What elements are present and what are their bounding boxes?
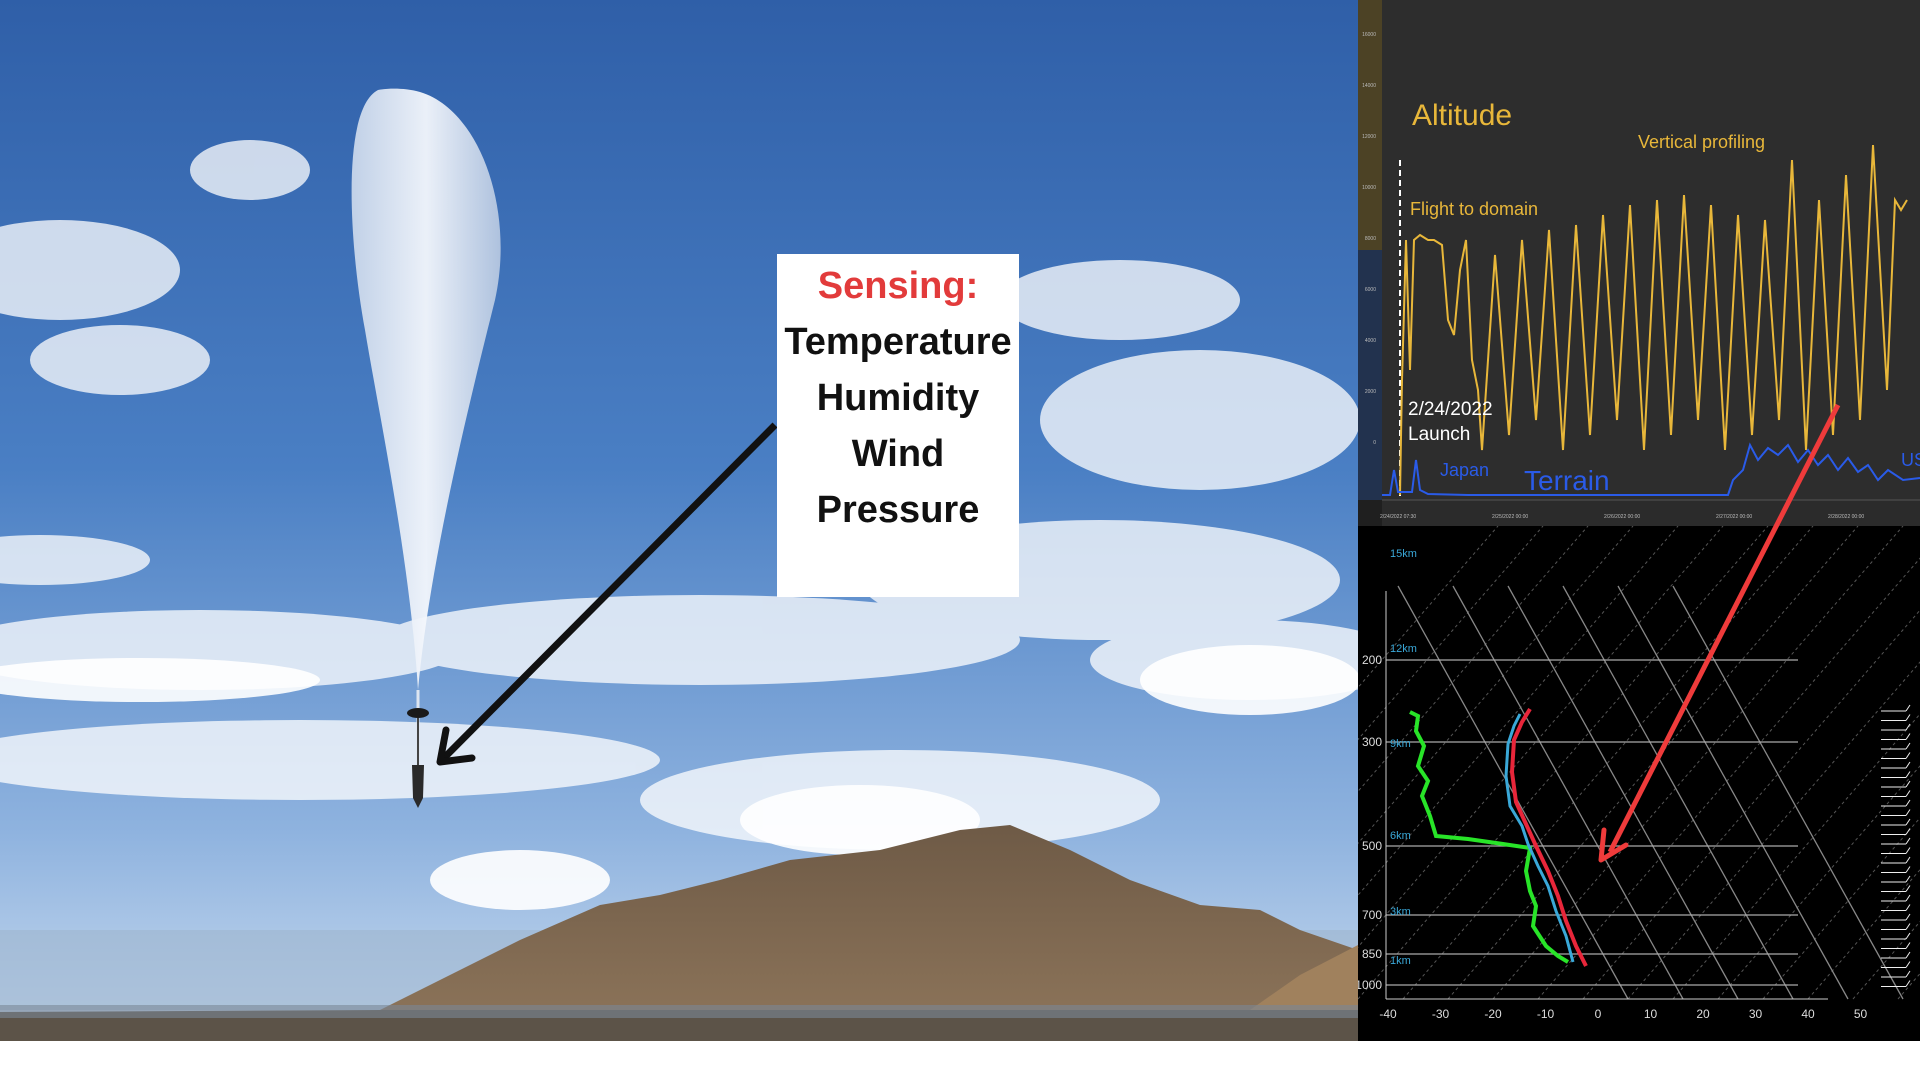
sensing-callout: Sensing: Temperature Humidity Wind Press…	[777, 254, 1019, 597]
altitude-y-tick: 12000	[1362, 134, 1376, 140]
altitude-y-tick: 8000	[1365, 236, 1376, 242]
altitude-x-tick: 2/24/2022 07:30	[1380, 514, 1416, 520]
altitude-x-tick: 2/26/2022 00:00	[1604, 514, 1640, 520]
sensing-item-humidity: Humidity	[816, 377, 980, 419]
skewt-pressure-tick: 1000	[1358, 978, 1382, 992]
skewt-temp-tick: 30	[1749, 1007, 1763, 1021]
altitude-y-tick: 0	[1373, 440, 1376, 446]
sensing-title: Sensing:	[817, 265, 979, 307]
altitude-y-tick: 2000	[1365, 389, 1376, 395]
altitude-y-tick: 10000	[1362, 185, 1376, 191]
skewt-temp-tick: 0	[1595, 1007, 1602, 1021]
skewt-temp-tick: 20	[1696, 1007, 1710, 1021]
skewt-height-label: 9km	[1390, 738, 1411, 750]
skewt-temp-ticks: -40 -30 -20 -10 0 10 20 30 40 50	[1379, 1007, 1867, 1021]
altitude-y-tick: 6000	[1365, 287, 1376, 293]
skewt-temp-tick: -30	[1432, 1007, 1450, 1021]
skewt-chart-panel: 200 300 500 700 850 1000 15km 12km 9km 6km 3km 1km…	[1358, 526, 1920, 1041]
sensing-item-temperature: Temperature	[784, 321, 1012, 363]
skewt-height-label: 1km	[1390, 955, 1411, 967]
skewt-height-label: 15km	[1390, 548, 1417, 560]
launch-date: 2/24/2022	[1408, 399, 1493, 420]
skewt-height-label: 6km	[1390, 830, 1411, 842]
skewt-temp-tick: 40	[1801, 1007, 1815, 1021]
altitude-chart-panel: 16000 14000 12000 10000 8000 6000 4000 2000 0 2/…	[1358, 0, 1920, 526]
altitude-x-tick: 2/27/2022 00:00	[1716, 514, 1752, 520]
altitude-y-tick: 14000	[1362, 83, 1376, 89]
skewt-pressure-tick: 200	[1362, 653, 1382, 667]
skewt-temp-tick: -40	[1379, 1007, 1397, 1021]
altitude-x-ticks: 2/24/2022 07:30 2/25/2022 00:00 2/26/2022 …	[1380, 514, 1864, 520]
skewt-pressure-tick: 500	[1362, 839, 1382, 853]
skewt-temp-tick: -10	[1537, 1007, 1555, 1021]
secondary-temp-line	[1504, 713, 1575, 963]
temperature-line	[1509, 707, 1588, 967]
skewt-height-labels: 15km 12km 9km 6km 3km 1km	[1390, 548, 1417, 967]
label-terrain: Terrain	[1524, 465, 1610, 496]
label-japan: Japan	[1440, 460, 1489, 480]
skewt-temp-tick: 50	[1854, 1007, 1868, 1021]
skewt-temp-tick: -20	[1484, 1007, 1502, 1021]
sensing-item-pressure: Pressure	[816, 489, 980, 531]
skewt-pressure-tick: 700	[1362, 908, 1382, 922]
balloon-photo	[0, 0, 1358, 1041]
label-vertical-profiling: Vertical profiling	[1638, 132, 1765, 152]
label-us: US	[1901, 450, 1920, 470]
skewt-pressure-ticks: 200 300 500 700 850 1000	[1358, 653, 1382, 992]
launch-label: Launch	[1408, 424, 1470, 445]
sensing-item-wind: Wind	[851, 433, 945, 475]
skewt-height-label: 3km	[1390, 906, 1411, 918]
photo-illustration	[0, 0, 1358, 1041]
altitude-y-tick: 4000	[1365, 338, 1376, 344]
skewt-temp-tick: 10	[1644, 1007, 1658, 1021]
label-flight-to-domain: Flight to domain	[1410, 199, 1538, 219]
altitude-x-tick: 2/25/2022 00:00	[1492, 514, 1528, 520]
altitude-series-line	[1399, 144, 1908, 496]
altitude-chart: 16000 14000 12000 10000 8000 6000 4000 2000 0 2/…	[1358, 0, 1920, 526]
altitude-x-tick: 2/28/2022 00:00	[1828, 514, 1864, 520]
dewpoint-line	[1409, 710, 1570, 964]
skewt-height-label: 12km	[1390, 643, 1417, 655]
wind-barbs	[1881, 704, 1911, 987]
skewt-pressure-tick: 300	[1362, 735, 1382, 749]
altitude-y-tick: 16000	[1362, 32, 1376, 38]
altitude-title: Altitude	[1412, 99, 1512, 132]
skewt-pressure-tick: 850	[1362, 947, 1382, 961]
